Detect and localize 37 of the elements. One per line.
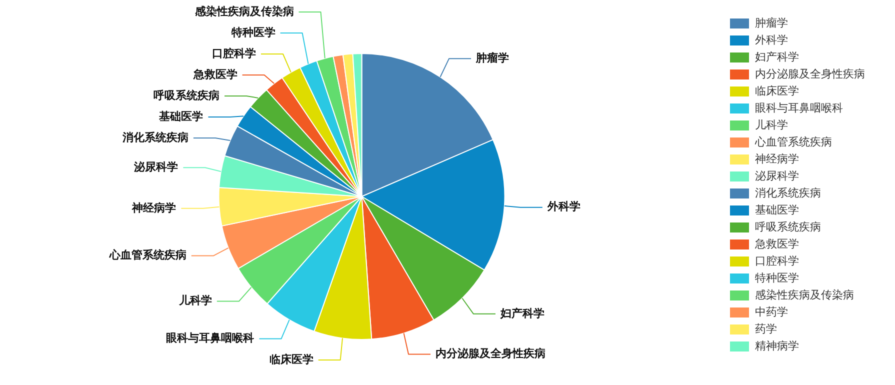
slice-label: 消化系统疾病 [121,130,188,144]
legend-label: 中药学 [755,305,788,318]
slice-label: 临床医学 [269,352,314,366]
slice-label: 内分泌腺及全身性疾病 [436,347,546,360]
legend-label: 急救医学 [754,237,799,250]
legend-label: 感染性疾病及传染病 [755,288,854,302]
slice-label: 特种医学 [230,26,276,39]
legend-label: 消化系统疾病 [755,186,821,200]
slice-label: 急救医学 [192,68,238,81]
legend-label: 特种医学 [755,271,799,284]
legend-label: 药学 [755,322,777,336]
legend-label: 呼吸系统疾病 [755,220,821,234]
slice-label: 泌尿科学 [133,160,178,174]
legend-label: 肿瘤学 [755,16,788,30]
slice-label: 心血管系统疾病 [108,248,186,262]
slice-label: 妇产科学 [499,306,544,320]
legend-label: 妇产科学 [755,50,799,64]
legend-label: 泌尿科学 [755,169,799,182]
slice-label: 神经病学 [131,201,176,214]
legend-label: 儿科学 [755,118,788,132]
legend-label: 内分泌腺及全身性疾病 [755,67,865,80]
legend-label: 口腔科学 [755,254,799,268]
legend-label: 心血管系统疾病 [754,135,832,148]
legend-label: 临床医学 [755,84,799,98]
slice-label: 眼科与耳鼻咽喉科 [166,332,254,345]
slice-label: 肿瘤学 [475,51,510,64]
legend-label: 基础医学 [755,203,799,216]
legend-label: 眼科与耳鼻咽喉科 [755,101,843,114]
slice-label: 基础医学 [158,110,204,123]
slice-label: 呼吸系统疾病 [154,88,220,102]
slice-label: 外科学 [546,200,580,214]
legend-label: 神经病学 [755,152,799,166]
legend-label: 外科学 [755,33,788,46]
slice-label: 儿科学 [178,294,212,308]
slice-label: 感染性疾病及传染病 [194,4,294,18]
slice-label: 口腔科学 [212,46,256,60]
legend-label: 精神病学 [755,339,799,352]
